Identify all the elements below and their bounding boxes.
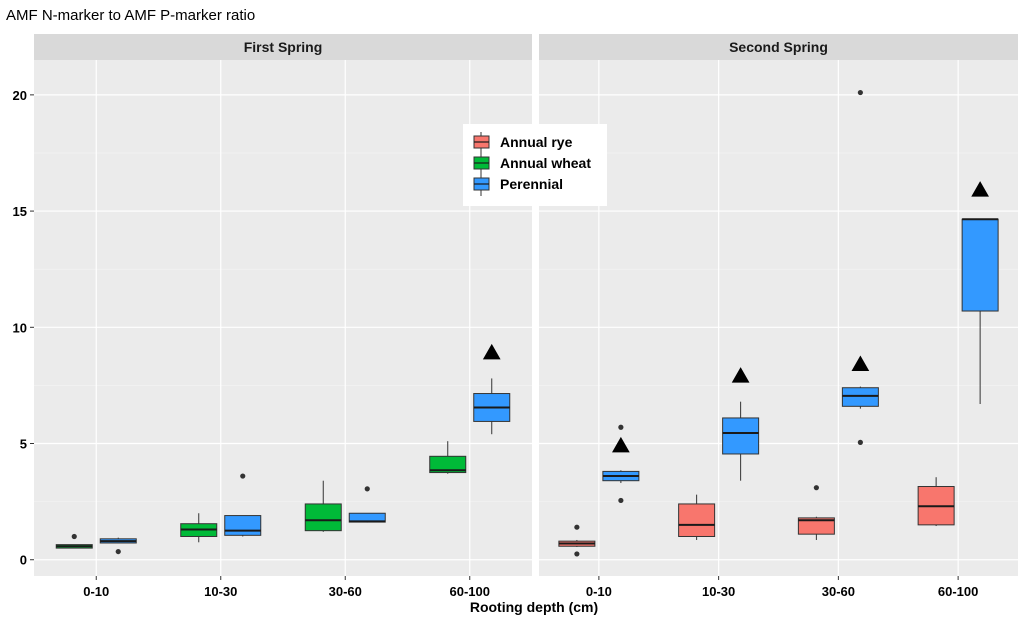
- box-perennial: [961, 181, 999, 404]
- outlier-point: [115, 548, 121, 555]
- panel-strip: [34, 34, 532, 60]
- box-body: [304, 503, 342, 532]
- box-body: [224, 515, 262, 536]
- y-axis: 0 5 10 15 20: [13, 88, 34, 568]
- y-tick-label: 0: [20, 553, 27, 568]
- box-perennial: [473, 343, 511, 435]
- box-body: [722, 417, 760, 455]
- panel-title: First Spring: [244, 39, 323, 55]
- box-body: [841, 387, 879, 407]
- outlier-point: [857, 439, 863, 445]
- legend-label: Annual wheat: [500, 155, 591, 171]
- significance-triangle: [851, 355, 870, 371]
- y-tick-label: 15: [13, 204, 27, 219]
- significance-triangle: [482, 343, 501, 360]
- box-annual-rye: [558, 524, 596, 557]
- x-tick-label: 30-60: [822, 584, 855, 599]
- box-annual-rye: [917, 477, 955, 527]
- box-perennial: [224, 473, 262, 537]
- box-perennial: [602, 424, 640, 504]
- box-body: [429, 455, 467, 474]
- x-tick-label: 60-100: [450, 584, 490, 599]
- x-tick-label: 10-30: [702, 584, 735, 599]
- box-perennial: [841, 89, 879, 445]
- box-perennial: [722, 367, 760, 481]
- outlier-point: [574, 524, 580, 530]
- legend: Annual rye Annual wheat Perennial: [463, 124, 607, 206]
- significance-triangle: [731, 367, 750, 383]
- box-perennial: [348, 486, 386, 523]
- legend-label: Perennial: [500, 176, 563, 192]
- box-body: [678, 503, 716, 537]
- box-annual-wheat: [304, 480, 342, 532]
- outlier-point: [618, 497, 624, 504]
- outlier-point: [71, 533, 77, 540]
- legend-label: Annual rye: [500, 134, 573, 150]
- x-tick-label: 0-10: [586, 584, 612, 599]
- x-tick-label: 0-10: [83, 584, 109, 599]
- panel-1: Second Spring 0-10 10-30 30-60 60-100: [539, 34, 1018, 599]
- y-tick-label: 20: [13, 88, 27, 103]
- panel-background: [34, 60, 532, 576]
- y-tick-label: 5: [20, 437, 27, 452]
- x-tick-label: 30-60: [329, 584, 362, 599]
- box-annual-rye: [678, 494, 716, 540]
- box-annual-wheat: [429, 441, 467, 474]
- outlier-point: [574, 551, 580, 557]
- x-tick-label: 60-100: [938, 584, 978, 599]
- significance-triangle: [971, 181, 989, 197]
- panel-0: First Spring 0-10 10-30 30-60 60-100: [34, 34, 532, 599]
- box-annual-wheat: [180, 513, 218, 543]
- outlier-point: [813, 485, 819, 491]
- significance-triangle: [612, 436, 630, 453]
- box-annual-wheat: [55, 533, 93, 549]
- outlier-point: [857, 89, 863, 96]
- y-tick-label: 10: [13, 320, 27, 335]
- box-annual-rye: [797, 485, 835, 540]
- outlier-point: [364, 486, 370, 492]
- box-body: [961, 218, 999, 312]
- panel-title: Second Spring: [729, 39, 828, 55]
- chart-title: AMF N-marker to AMF P-marker ratio: [6, 7, 256, 24]
- x-tick-label: 10-30: [204, 584, 237, 599]
- outlier-point: [618, 424, 624, 430]
- box-perennial: [99, 537, 137, 555]
- outlier-point: [240, 473, 246, 479]
- panel-strip: [539, 34, 1018, 60]
- box-body: [797, 517, 835, 535]
- x-axis-title: Rooting depth (cm): [470, 599, 598, 615]
